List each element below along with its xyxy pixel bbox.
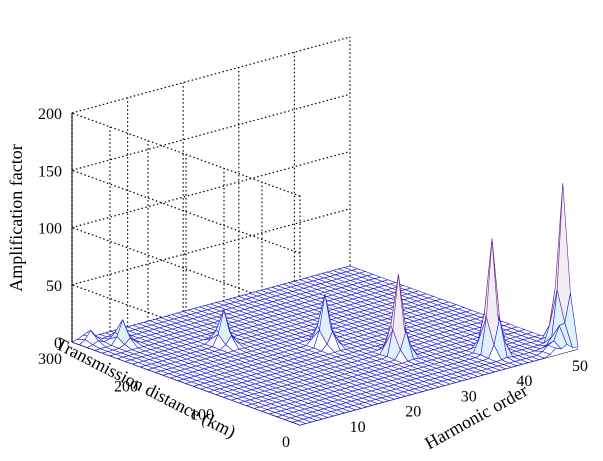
grid-line [71, 36, 351, 114]
z-tick-label: 150 [38, 163, 62, 180]
surface-mesh [71, 183, 579, 426]
z-axis-label: Amplification factor [6, 144, 26, 291]
grid-line [71, 150, 351, 229]
grid-line [71, 169, 301, 254]
grid-line [71, 93, 351, 171]
x-tick-label: 50 [572, 358, 588, 375]
x-tick-label: 30 [461, 388, 477, 405]
y-tick-label: 300 [38, 351, 62, 368]
surface-cell [564, 293, 579, 348]
z-tick-label: 50 [46, 278, 62, 295]
y-tick-label: 100 [190, 406, 214, 423]
x-tick-label: 20 [405, 404, 421, 421]
x-tick-label: 40 [516, 373, 532, 390]
x-tick-label: 10 [350, 419, 366, 436]
grid-line [71, 208, 351, 286]
z-tick-label: 100 [38, 221, 62, 238]
z-tick-label: 200 [38, 106, 62, 123]
y-tick-label: 200 [114, 379, 138, 396]
y-tick-label: 0 [282, 434, 290, 451]
tick-labels: 0 50 100 150 200 0 100 200 300 10 20 30 40 50 [38, 106, 588, 451]
z-tick-label: 0 [54, 335, 62, 352]
